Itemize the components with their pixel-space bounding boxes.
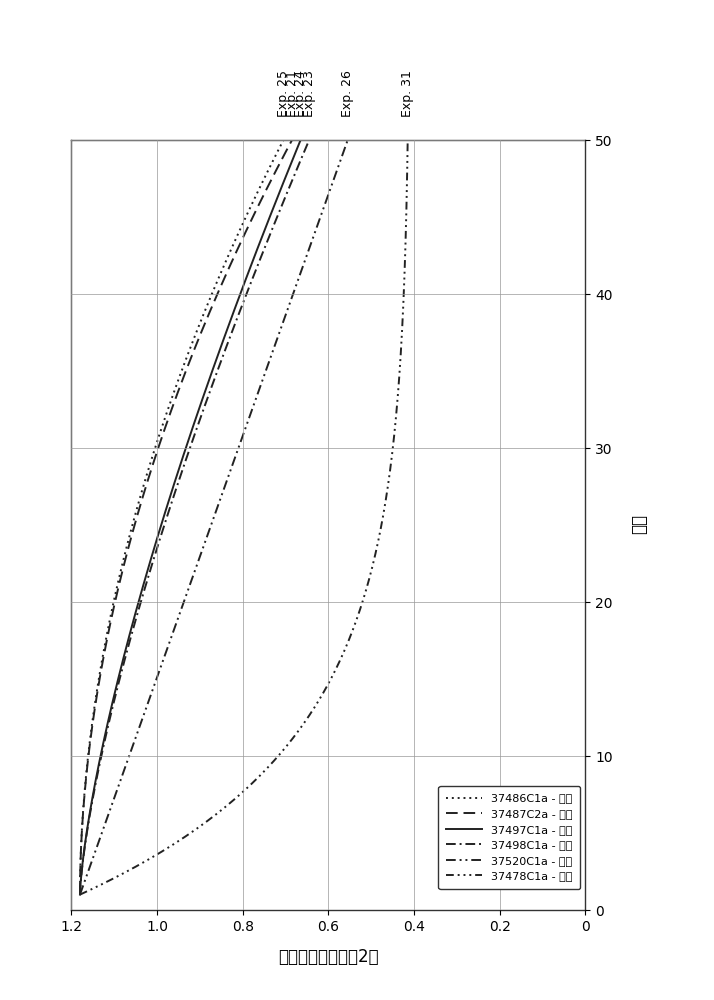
37478C1a - 放电 [76,889,84,901]
37478C1a - 放电 [81,886,90,898]
Text: Exp. 21: Exp. 21 [286,70,298,117]
Text: Exp. 25: Exp. 25 [277,70,290,117]
37487C2a - 放电 [155,439,164,451]
37498C1a - 放电 [186,439,195,451]
Line: 37497C1a - 放电: 37497C1a - 放电 [80,140,301,895]
37498C1a - 放电 [276,205,284,217]
Line: 37498C1a - 放电: 37498C1a - 放电 [80,140,309,895]
37486C1a - 放电 [76,889,84,901]
37497C1a - 放电 [182,439,191,451]
37498C1a - 放电 [186,442,194,454]
37478C1a - 放电 [389,439,398,451]
Y-axis label: 循环: 循环 [630,515,648,535]
37486C1a - 放电 [151,442,159,454]
37520C1a - 放电 [240,427,248,439]
Line: 37486C1a - 放电: 37486C1a - 放电 [80,140,283,895]
37487C2a - 放电 [159,427,168,439]
37486C1a - 放电 [279,134,288,146]
37478C1a - 放电 [388,442,397,454]
37520C1a - 放电 [301,253,310,265]
37478C1a - 放电 [401,253,409,265]
37478C1a - 放电 [390,427,398,439]
Line: 37478C1a - 放电: 37478C1a - 放电 [80,140,408,895]
Text: Exp. 23: Exp. 23 [303,70,316,117]
37520C1a - 放电 [234,442,243,454]
37478C1a - 放电 [402,205,411,217]
37487C2a - 放电 [288,134,296,146]
37497C1a - 放电 [181,442,190,454]
37520C1a - 放电 [235,439,243,451]
Line: 37520C1a - 放电: 37520C1a - 放电 [80,140,348,895]
37497C1a - 放电 [249,253,258,265]
37486C1a - 放电 [244,205,253,217]
37498C1a - 放电 [191,427,199,439]
37520C1a - 放电 [76,886,85,898]
37520C1a - 放电 [76,889,84,901]
Text: Exp. 31: Exp. 31 [401,70,414,117]
37487C2a - 放电 [229,253,238,265]
37498C1a - 放电 [256,253,265,265]
37486C1a - 放电 [151,439,160,451]
37487C2a - 放电 [76,889,84,901]
37497C1a - 放电 [296,134,305,146]
Legend: 37486C1a - 放电, 37487C2a - 放电, 37497C1a - 放电, 37498C1a - 放电, 37520C1a - 放电, 37478: 37486C1a - 放电, 37487C2a - 放电, 37497C1a -… [438,786,580,889]
37486C1a - 放电 [76,886,84,898]
37498C1a - 放电 [76,886,84,898]
37498C1a - 放电 [76,889,84,901]
37486C1a - 放电 [223,253,231,265]
37487C2a - 放电 [76,886,84,898]
Line: 37487C2a - 放电: 37487C2a - 放电 [80,140,292,895]
37487C2a - 放电 [251,205,260,217]
37520C1a - 放电 [343,134,352,146]
37497C1a - 放电 [76,889,84,901]
37478C1a - 放电 [403,134,412,146]
37498C1a - 放电 [305,134,313,146]
Text: Exp. 24: Exp. 24 [294,70,307,117]
X-axis label: 归一化容量（循环2）: 归一化容量（循环2） [278,948,378,966]
Text: Exp. 26: Exp. 26 [341,70,354,117]
37497C1a - 放电 [268,205,276,217]
37497C1a - 放电 [76,886,84,898]
37520C1a - 放电 [318,205,327,217]
37497C1a - 放电 [186,427,195,439]
37486C1a - 放电 [156,427,164,439]
37487C2a - 放电 [154,442,163,454]
